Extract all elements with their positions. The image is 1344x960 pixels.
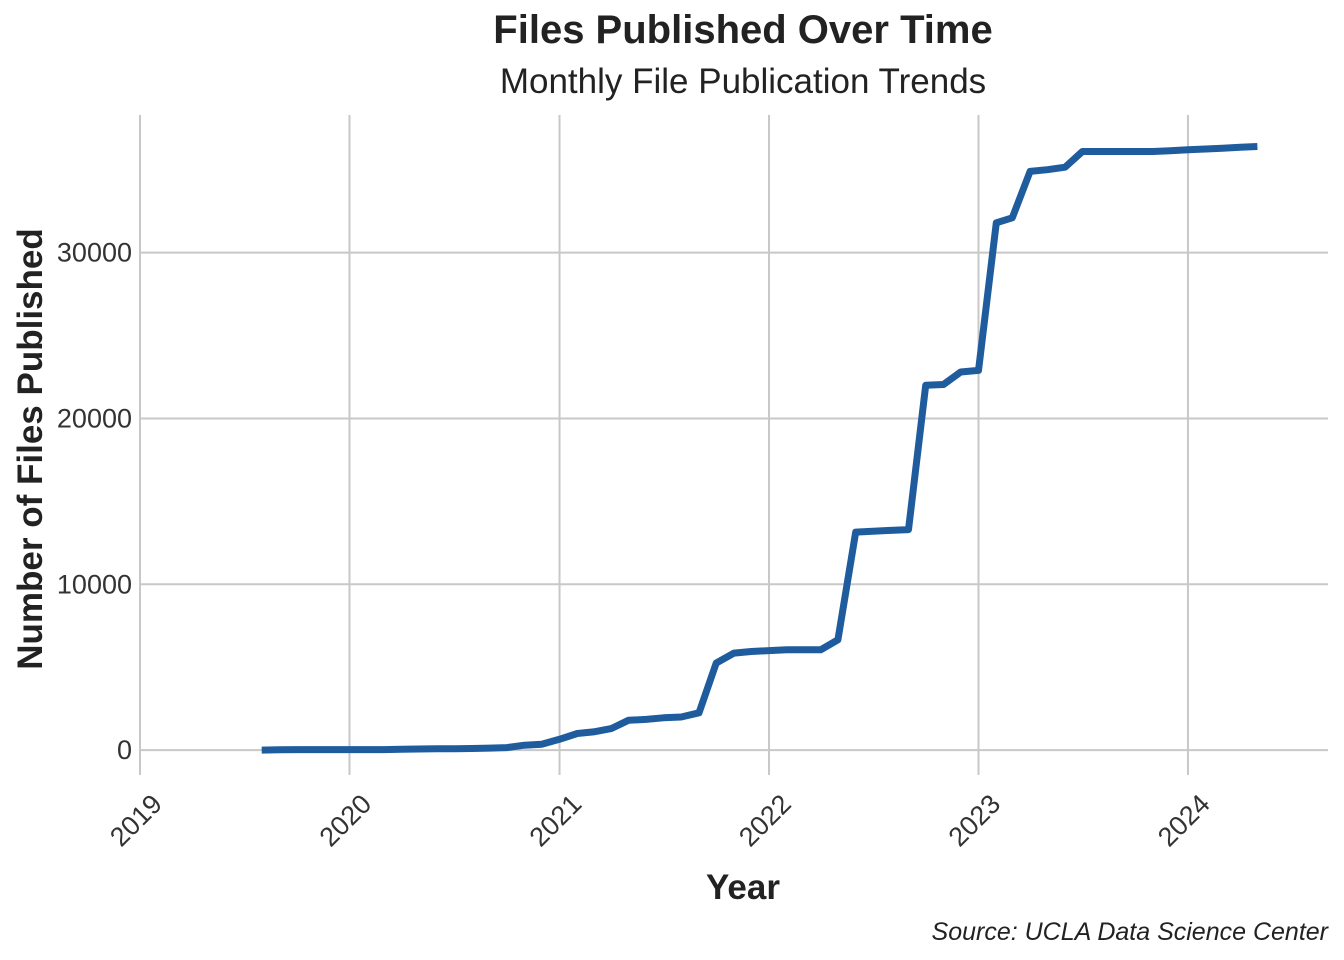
- chart-subtitle: Monthly File Publication Trends: [500, 62, 986, 101]
- y-tick-label: 0: [117, 735, 132, 765]
- chart-title: Files Published Over Time: [493, 8, 992, 52]
- source-caption: Source: UCLA Data Science Center: [932, 918, 1330, 946]
- x-tick-label: 2021: [524, 789, 588, 853]
- x-tick-label: 2020: [314, 789, 378, 853]
- x-tick-label: 2022: [733, 789, 797, 853]
- x-tick-label: 2024: [1152, 789, 1216, 853]
- x-tick-labels: 2019 2020 2021 2022 2023 2024: [104, 789, 1216, 853]
- y-tick-label: 10000: [57, 569, 132, 599]
- x-axis-title: Year: [706, 868, 780, 907]
- series-line: [261, 143, 1258, 754]
- y-tick-label: 20000: [57, 403, 132, 433]
- x-tick-label: 2019: [104, 789, 168, 853]
- y-tick-labels: 0 10000 20000 30000: [57, 238, 132, 765]
- y-tick-label: 30000: [57, 238, 132, 268]
- y-gridlines: [140, 251, 1328, 752]
- x-tick-label: 2023: [943, 789, 1007, 853]
- y-axis-title: Number of Files Published: [11, 228, 50, 669]
- x-gridlines: [139, 115, 1189, 775]
